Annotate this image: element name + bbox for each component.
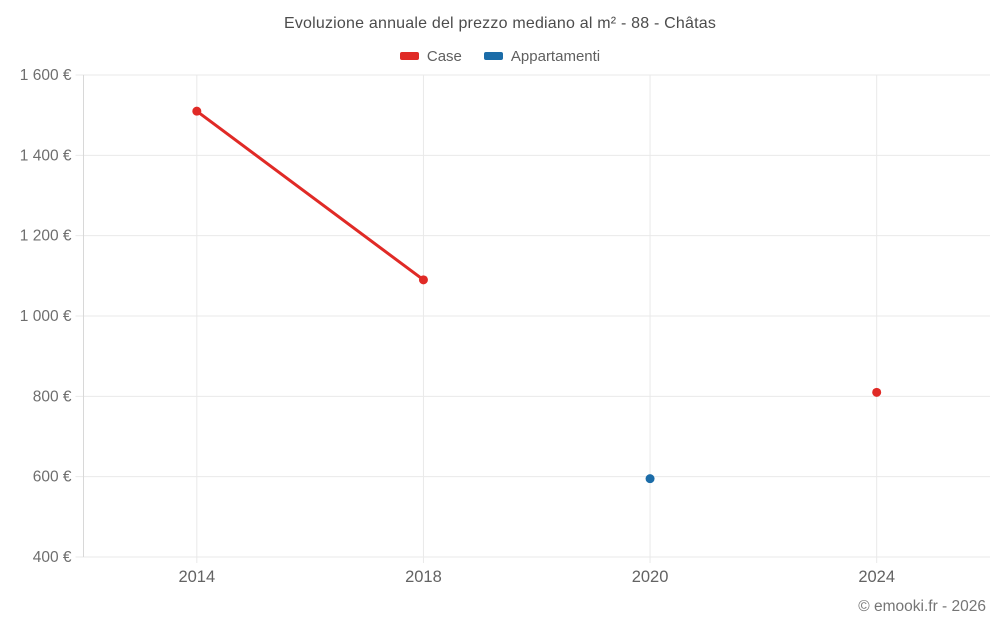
data-point-case-2018 (418, 275, 428, 285)
y-tick-label: 1 600 € (20, 67, 72, 84)
legend-item-case[interactable]: Case (399, 47, 462, 65)
chart-footer-credit: © emooki.fr - 2026 (858, 598, 986, 615)
y-tick-label: 1 400 € (20, 147, 72, 164)
legend-item-appartamenti[interactable]: Appartamenti (483, 47, 601, 65)
x-tick-label: 2018 (405, 568, 442, 586)
legend-label-appartamenti: Appartamenti (510, 47, 601, 65)
chart-title: Evoluzione annuale del prezzo mediano al… (283, 15, 717, 32)
data-point-case-2014 (192, 106, 202, 116)
y-tick-label: 600 € (33, 469, 72, 486)
series-line-case (195, 109, 425, 282)
x-tick-label: 2024 (858, 568, 895, 586)
data-point-appartamenti-2020 (645, 474, 655, 484)
x-tick-label: 2014 (178, 568, 215, 586)
legend-swatch-appartamenti (483, 52, 503, 60)
x-tick-label: 2020 (632, 568, 669, 586)
chart-legend: Case Appartamenti (0, 46, 1000, 66)
data-point-case-2024 (872, 387, 882, 397)
y-tick-label: 1 200 € (20, 228, 72, 245)
y-tick-label: 800 € (33, 388, 72, 405)
legend-swatch-case (399, 52, 419, 60)
y-tick-label: 400 € (33, 549, 72, 566)
legend-label-case: Case (426, 47, 462, 65)
y-tick-label: 1 000 € (20, 308, 72, 325)
